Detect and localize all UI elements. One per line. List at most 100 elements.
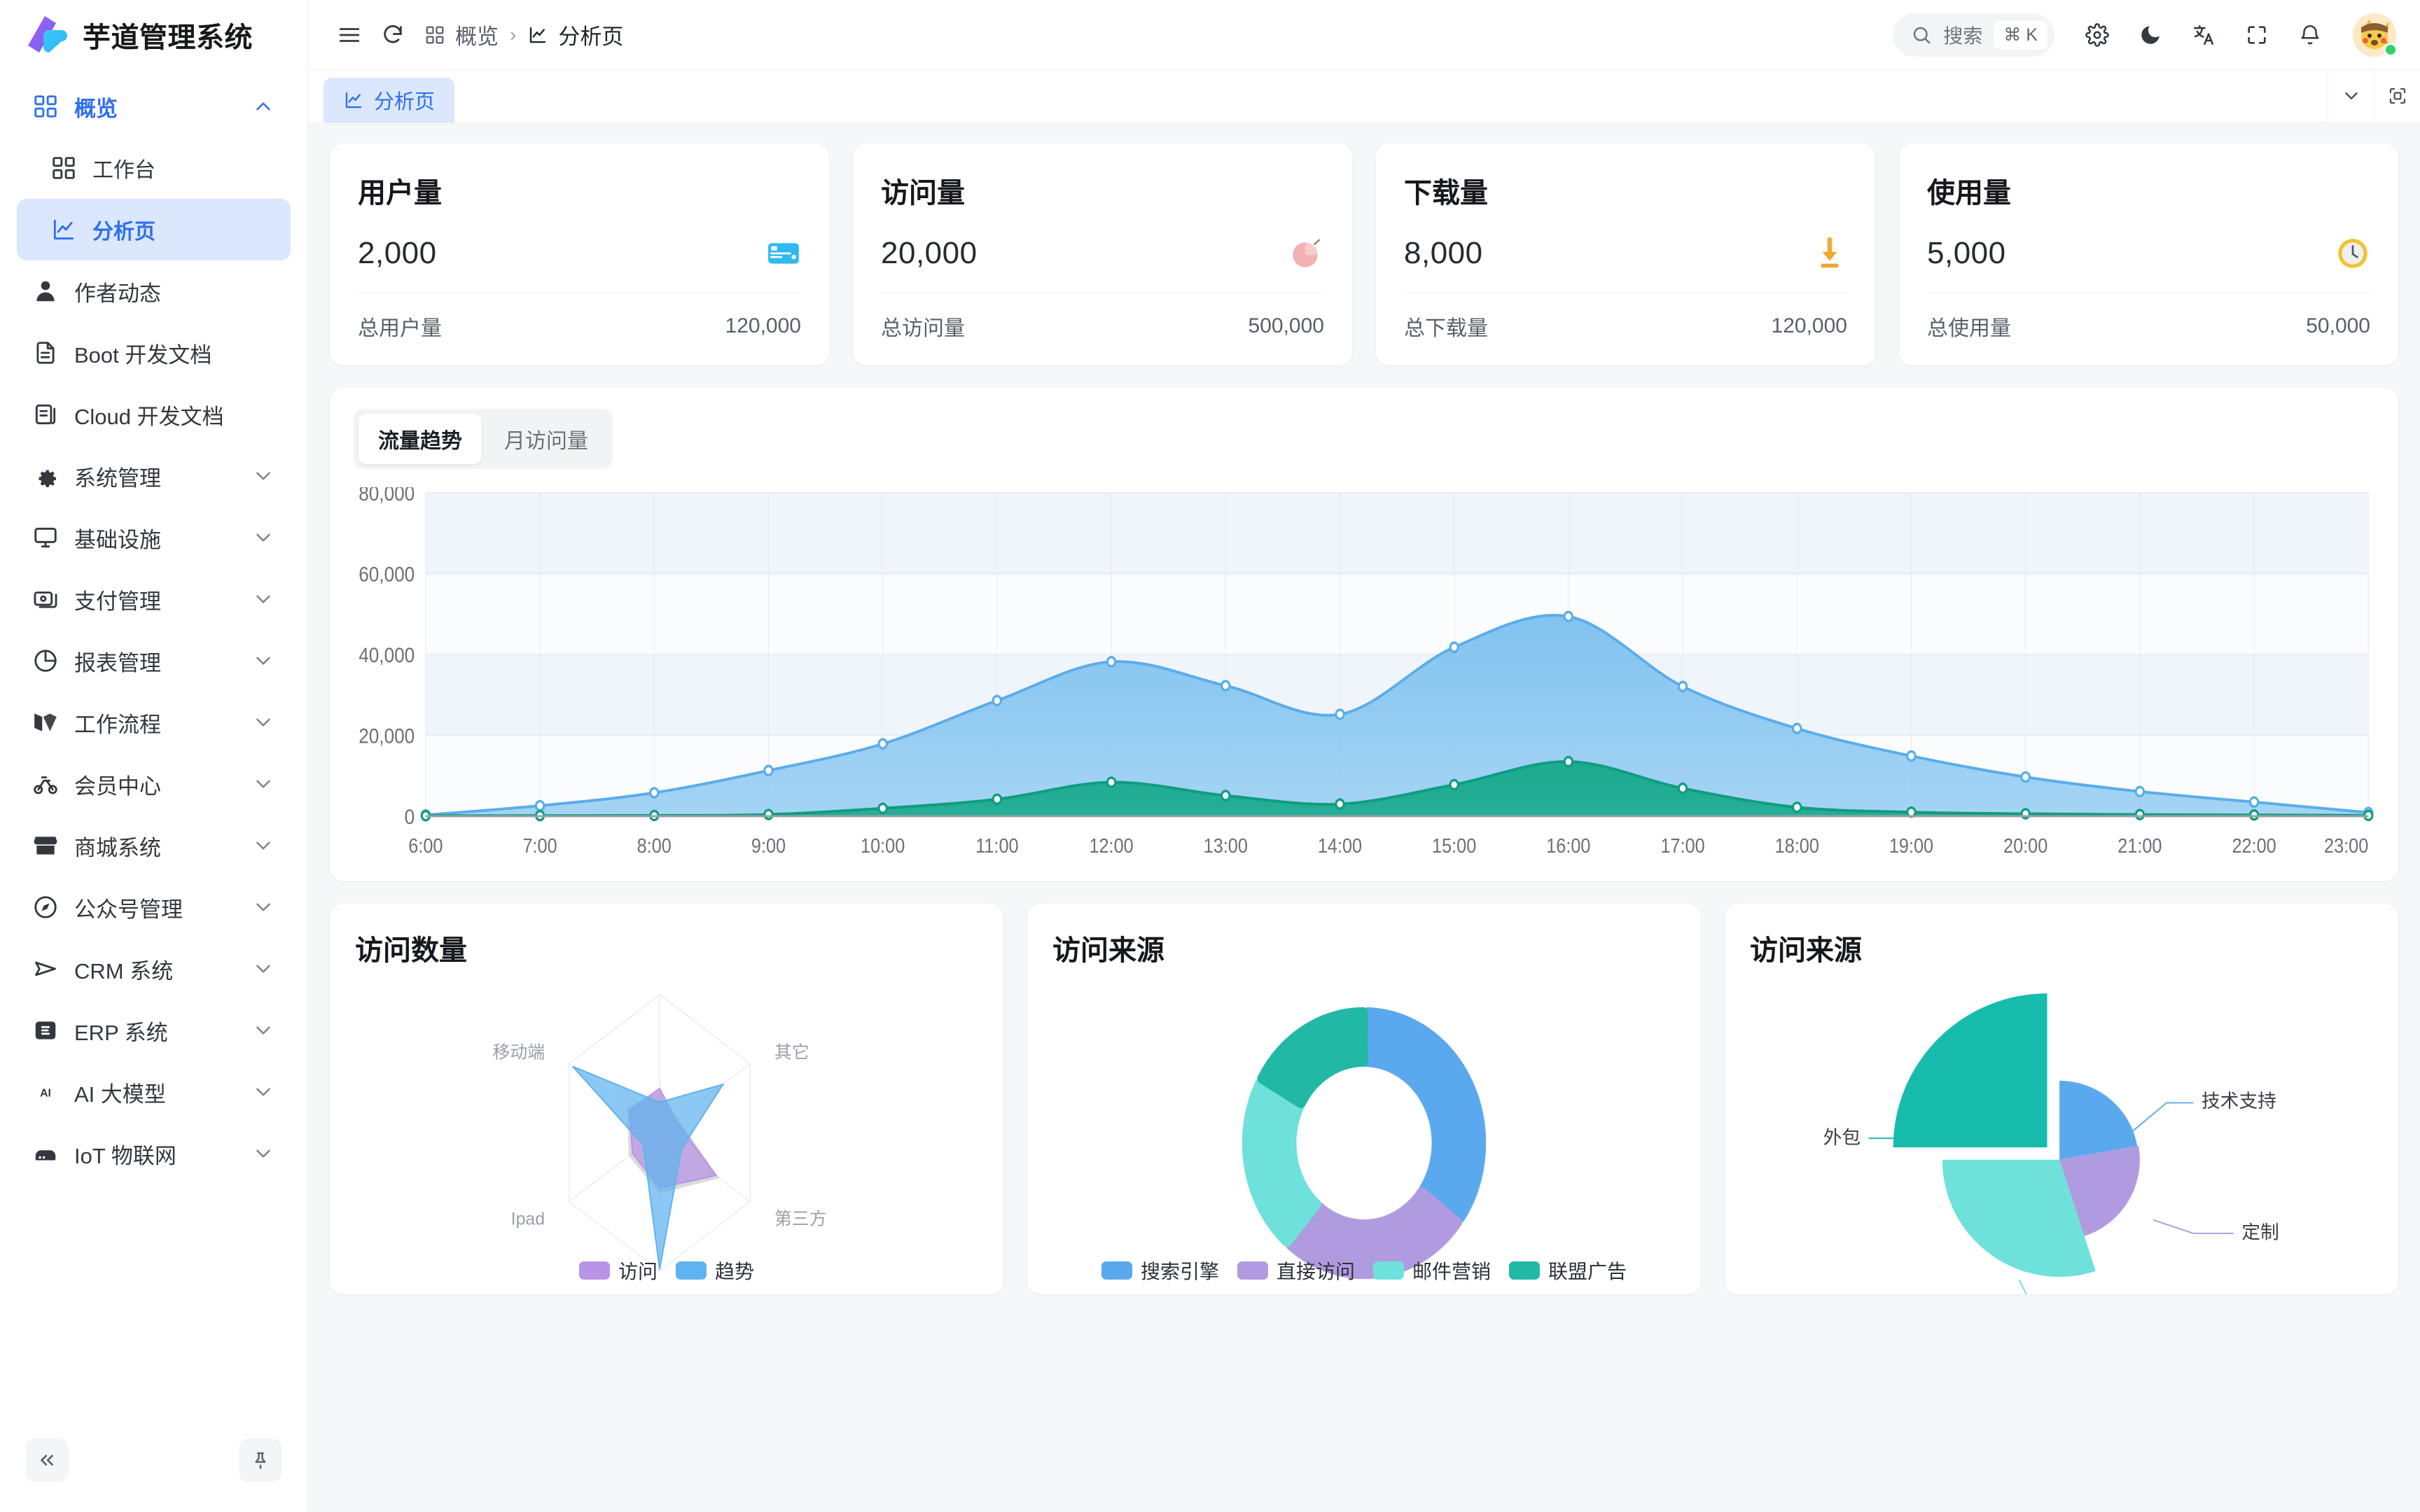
breadcrumb-item-analysis[interactable]: 分析页 (527, 19, 623, 50)
sidebar-item-11[interactable]: 会员中心 (17, 753, 291, 815)
search-input[interactable]: 搜索 ⌘ K (1893, 13, 2054, 57)
donut-chart[interactable] (1027, 986, 1701, 1294)
collapse-sidebar-button[interactable] (25, 1438, 69, 1482)
sidebar-item-15[interactable]: ERP 系统 (17, 1000, 291, 1061)
legend-item-2[interactable]: 邮件营销 (1373, 1256, 1491, 1284)
sidebar-item-4[interactable]: Boot 开发文档 (17, 322, 291, 384)
clock-icon (2335, 236, 2370, 271)
refresh-icon[interactable] (371, 13, 415, 57)
bell-icon[interactable] (2288, 13, 2332, 57)
chevron-down-icon (251, 464, 275, 488)
legend-item-visit[interactable]: 访问 (578, 1256, 658, 1284)
iot-icon (32, 1140, 59, 1167)
gear-icon[interactable] (2075, 13, 2119, 57)
chevron-down-icon (251, 710, 275, 734)
stat-card-2[interactable]: 下载量 8,000 总下载量 120,000 (1375, 143, 1876, 366)
main-area: 概览 › 分析页 搜索 ⌘ K (308, 0, 2420, 1512)
svg-text:19:00: 19:00 (1889, 834, 1933, 857)
tab-analysis[interactable]: 分析页 (324, 78, 455, 122)
stat-foot-row: 总使用量 50,000 (1927, 311, 2370, 342)
grid-icon (50, 155, 77, 181)
svg-text:6:00: 6:00 (408, 834, 443, 857)
fullscreen-icon[interactable] (2235, 13, 2279, 57)
monitor-icon (32, 524, 59, 551)
sidebar-item-2[interactable]: 分析页 (17, 199, 291, 260)
sidebar-item-label: 系统管理 (74, 465, 161, 491)
logo-row[interactable]: 芋道管理系统 (0, 0, 307, 70)
sidebar-item-1[interactable]: 工作台 (17, 137, 291, 199)
svg-text:Ipad: Ipad (511, 1209, 545, 1228)
sidebar-item-label: CRM 系统 (74, 958, 174, 983)
download-icon (1812, 236, 1847, 271)
hamburger-icon[interactable] (328, 13, 371, 57)
breadcrumb-label: 分析页 (558, 24, 624, 49)
breadcrumb-item-overview[interactable]: 概览 (424, 19, 499, 50)
breadcrumb: 概览 › 分析页 (424, 19, 623, 50)
chevron-down-icon (251, 957, 275, 981)
legend-swatch (1509, 1261, 1541, 1280)
svg-text:0: 0 (405, 805, 415, 828)
stat-value: 2,000 (358, 236, 437, 270)
chevron-down-icon (251, 587, 275, 611)
sidebar-item-label: Cloud 开发文档 (74, 404, 224, 429)
stat-card-1[interactable]: 访问量 20,000 总访问量 500,000 (852, 143, 1353, 366)
sidebar-item-14[interactable]: CRM 系统 (17, 938, 291, 1000)
pin-sidebar-button[interactable] (239, 1438, 282, 1482)
svg-text:8:00: 8:00 (637, 834, 672, 857)
trend-area-chart[interactable]: 0 20,000 40,000 60,000 80,000 6:00 7:00 8:00 9:0… (354, 487, 2374, 869)
trend-tab-traffic[interactable]: 流量趋势 (359, 414, 482, 464)
sidebar-item-9[interactable]: 报表管理 (17, 630, 291, 692)
card-title: 访问来源 (1052, 935, 1164, 966)
svg-text:定制: 定制 (2241, 1222, 2279, 1243)
sidebar-item-12[interactable]: 商城系统 (17, 815, 291, 876)
ai-icon: AI (32, 1079, 59, 1105)
stat-card-0[interactable]: 用户量 2,000 总用户量 120,000 (329, 143, 830, 366)
sidebar-item-3[interactable]: 作者动态 (17, 260, 291, 322)
legend-item-3[interactable]: 联盟广告 (1509, 1256, 1627, 1284)
expand-icon[interactable] (2374, 69, 2420, 122)
sidebar-item-label: 工作流程 (74, 712, 161, 737)
stat-title: 用户量 (358, 178, 442, 209)
sidebar-item-5[interactable]: Cloud 开发文档 (17, 384, 291, 445)
radar-chart[interactable]: 网页其它第三方客户端Ipad移动端 (330, 986, 1003, 1294)
member-icon (32, 771, 59, 797)
visit-source-pie-card: 访问来源 技术支持定制远程外包 (1724, 903, 2399, 1295)
sidebar-item-label: 公众号管理 (74, 897, 183, 922)
legend-item-1[interactable]: 直接访问 (1237, 1256, 1355, 1284)
stat-foot-label: 总访问量 (881, 317, 965, 340)
translate-icon[interactable] (2182, 13, 2225, 57)
sidebar-item-16[interactable]: AI AI 大模型 (17, 1061, 291, 1123)
divider (881, 292, 1324, 293)
svg-text:22:00: 22:00 (2232, 834, 2276, 857)
chevron-down-icon (251, 772, 275, 796)
legend-item-0[interactable]: 搜索引擎 (1101, 1256, 1219, 1284)
legend-swatch (578, 1261, 610, 1280)
rose-pie-chart[interactable]: 技术支持定制远程外包 (1725, 986, 2398, 1294)
sidebar-item-8[interactable]: 支付管理 (17, 568, 291, 630)
svg-text:AI: AI (40, 1087, 51, 1099)
sidebar-item-0[interactable]: 概览 (17, 76, 291, 137)
trend-tab-monthly[interactable]: 月访问量 (504, 430, 588, 453)
avatar[interactable] (2353, 13, 2398, 57)
card-title: 访问数量 (355, 935, 467, 966)
compass-icon (32, 894, 59, 920)
chevron-down-icon[interactable] (2328, 69, 2374, 122)
chevron-down-icon (251, 649, 275, 673)
svg-text:20,000: 20,000 (359, 724, 415, 748)
moon-icon[interactable] (2129, 13, 2172, 57)
legend-item-trend[interactable]: 趋势 (676, 1256, 754, 1284)
stat-foot-row: 总访问量 500,000 (881, 311, 1324, 342)
chevron-down-icon (251, 526, 275, 550)
sidebar-item-7[interactable]: 基础设施 (17, 507, 291, 568)
sidebar-item-13[interactable]: 公众号管理 (17, 876, 291, 938)
stat-title: 下载量 (1404, 178, 1488, 209)
stat-mid-row: 8,000 (1404, 236, 1847, 271)
chevron-down-icon (251, 834, 275, 858)
stat-card-3[interactable]: 使用量 5,000 总使用量 50,000 (1898, 143, 2399, 366)
sidebar-item-6[interactable]: 系统管理 (17, 445, 291, 507)
chevron-up-icon (251, 94, 275, 118)
sidebar-item-17[interactable]: IoT 物联网 (17, 1123, 291, 1184)
page-content: 用户量 2,000 总用户量 120,000 访问量 20,000 总访问量 500,000 下… (308, 123, 2420, 1512)
sidebar-item-10[interactable]: 工作流程 (17, 692, 291, 753)
sidebar: 芋道管理系统 概览 工作台 分析页 作者动态 Boot 开发文档 Cloud 开发文档 系统… (0, 0, 308, 1512)
